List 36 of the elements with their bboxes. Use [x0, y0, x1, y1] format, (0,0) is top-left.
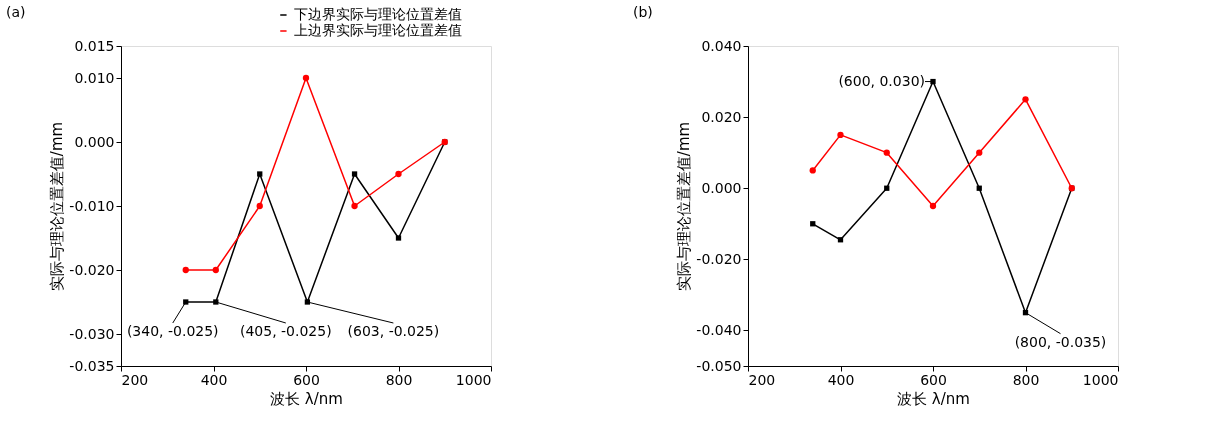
y-tick-label: -0.050	[696, 357, 742, 374]
annotation: (405, -0.025)	[239, 323, 332, 339]
annotation: (603, -0.025)	[347, 323, 440, 339]
text: (b)	[633, 4, 653, 20]
x-tick-label: 200	[748, 371, 776, 388]
y-tick-label: 0.000	[701, 179, 742, 196]
y-tick-label: 0.010	[74, 69, 115, 86]
y-tick-label: -0.010	[69, 197, 115, 214]
y-tick-label: -0.040	[696, 321, 742, 338]
x-tick-label: 400	[827, 371, 855, 388]
x-tick-label: 1000	[1082, 371, 1119, 388]
y-tick-label: -0.035	[69, 357, 115, 374]
y-tick-label: -0.020	[696, 250, 742, 267]
y-axis-title: 实际与理论位置差值/mm	[675, 121, 694, 292]
y-tick-label: -0.020	[69, 261, 115, 278]
annotation: (800, -0.035)	[1014, 333, 1107, 350]
x-tick-label: 1000	[455, 371, 492, 388]
y-axis-title: 实际与理论位置差值/mm	[48, 121, 67, 292]
y-tick-label: 0.015	[74, 37, 115, 54]
legend-label: 下边界实际与理论位置差值	[294, 6, 463, 22]
x-tick-label: 800	[1012, 371, 1040, 388]
x-tick-label: 400	[200, 371, 228, 388]
x-tick-label: 600	[293, 371, 320, 388]
x-tick-label: 200	[121, 371, 149, 388]
legend-label: 上边界实际与理论位置差值	[294, 22, 463, 38]
x-axis-title: 波长 λ/nm	[270, 389, 343, 408]
y-tick-label: 0.000	[74, 133, 115, 150]
y-tick-label: 0.040	[701, 37, 742, 54]
y-tick-label: -0.030	[69, 325, 115, 342]
annotation: (600, 0.030)	[838, 72, 925, 89]
y-tick-label: 0.020	[701, 108, 742, 125]
x-tick-label: 600	[920, 371, 947, 388]
x-tick-label: 800	[385, 371, 413, 388]
x-axis-title: 波长 λ/nm	[897, 389, 970, 408]
annotation: (340, -0.025)	[126, 323, 219, 339]
text: (a)	[6, 4, 26, 20]
